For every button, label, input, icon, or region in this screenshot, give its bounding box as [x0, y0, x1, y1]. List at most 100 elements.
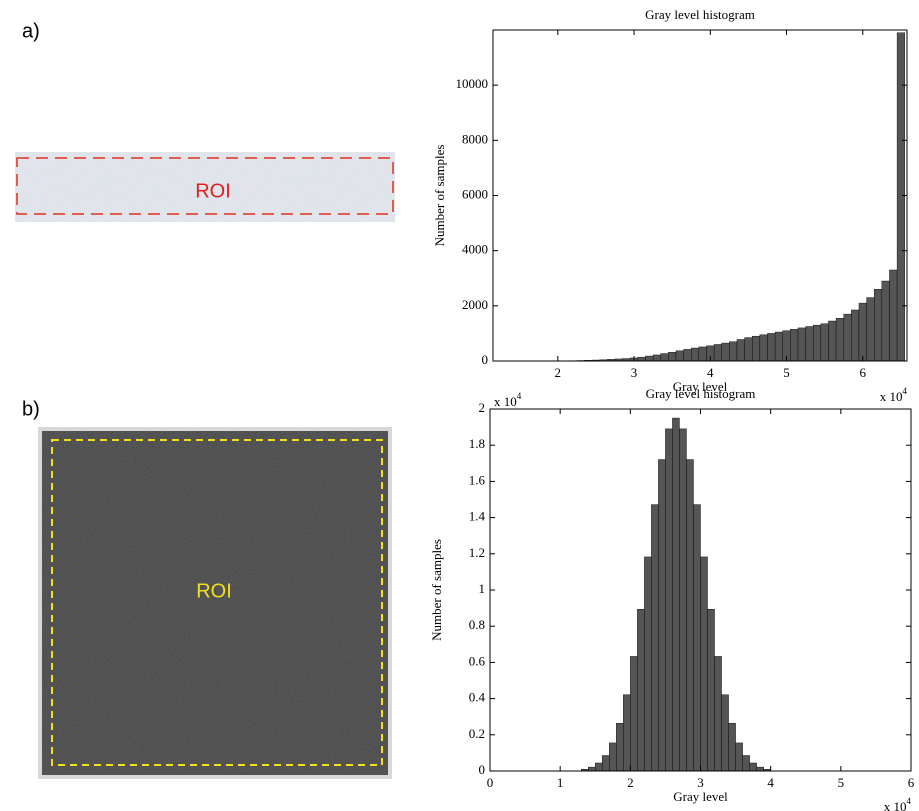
x-tick-label: 6 [860, 365, 867, 380]
x-axis-label: Gray level [673, 379, 728, 394]
histogram-bar [843, 313, 852, 362]
histogram-bar [652, 354, 661, 362]
histogram-bar [630, 656, 638, 772]
y-tick-label: 10000 [456, 76, 489, 91]
roi-label: ROI [196, 580, 232, 602]
y-tick-label: 1.8 [469, 436, 485, 451]
histogram-bar [742, 755, 750, 772]
histogram-bar [658, 459, 666, 772]
histogram-bar [813, 324, 822, 362]
x-tick-label: 2 [555, 365, 562, 380]
x-tick-label: 5 [838, 775, 845, 790]
histogram-bar [767, 333, 776, 362]
histogram-bar [675, 350, 684, 362]
multiplier-base: x 10 [494, 394, 517, 409]
axis-multiplier: x 104 [880, 386, 908, 404]
histogram-bar [797, 327, 806, 362]
y-tick-label: 2000 [462, 297, 488, 312]
histogram-bar [683, 349, 692, 362]
y-tick-label: 6000 [462, 186, 488, 201]
y-tick-label: 0.6 [469, 653, 486, 668]
histogram-bar [828, 320, 837, 362]
histogram-bar [896, 32, 905, 362]
axis-multiplier: x 104 [884, 796, 912, 811]
y-tick-label: 0.8 [469, 617, 485, 632]
x-tick-label: 1 [557, 775, 564, 790]
histogram-bar [660, 353, 669, 362]
histogram-bar [645, 355, 654, 362]
y-tick-label: 4000 [462, 242, 488, 257]
y-tick-label: 2 [479, 400, 486, 415]
histogram-bar [588, 766, 596, 772]
y-tick-label: 1.2 [469, 545, 485, 560]
histogram-bar [820, 323, 829, 362]
y-tick-label: 0 [482, 352, 489, 367]
x-tick-label: 4 [707, 365, 714, 380]
histogram-bar [736, 339, 745, 362]
histogram-bar [668, 351, 677, 362]
histogram-bar [729, 341, 738, 362]
histogram-bar [714, 656, 722, 772]
histogram-bar [686, 459, 694, 772]
y-tick-label: 0 [479, 762, 486, 777]
histogram-bar [735, 742, 743, 772]
histogram-bar [835, 318, 844, 362]
histogram-bar [672, 417, 680, 772]
histogram-bar [749, 762, 757, 772]
histogram-bar [721, 342, 730, 362]
x-axis-label: Gray level [673, 789, 728, 804]
multiplier-exponent: 4 [517, 391, 522, 401]
y-tick-label: 1.6 [469, 472, 486, 487]
multiplier-exponent: 4 [903, 386, 908, 396]
chart-title: Gray level histogram [646, 386, 756, 401]
histogram-bar [774, 331, 783, 362]
histogram-bar [881, 280, 890, 362]
texture [42, 431, 388, 775]
histogram-bar [851, 309, 860, 362]
histogram-bar [721, 694, 729, 772]
histogram-bar [874, 289, 883, 362]
histogram-bar [744, 337, 753, 362]
histogram-bar [637, 356, 646, 362]
histogram-bar [693, 504, 701, 772]
histogram-bar [609, 742, 617, 772]
histogram-bar [805, 326, 814, 362]
histogram-bar [759, 334, 768, 362]
y-tick-label: 8000 [462, 131, 488, 146]
histogram-bar [700, 556, 708, 772]
x-tick-label: 4 [767, 775, 774, 790]
panel-label: b) [22, 398, 40, 420]
x-tick-label: 0 [487, 775, 494, 790]
roi-box [16, 157, 394, 215]
y-tick-label: 0.2 [469, 726, 485, 741]
histogram-bar [866, 297, 875, 362]
histogram-bar [679, 428, 687, 772]
y-tick-label: 1 [479, 581, 486, 596]
histogram-bar [595, 762, 603, 772]
x-tick-label: 5 [783, 365, 790, 380]
y-axis-label: Number of samples [432, 145, 447, 247]
axes-box [492, 29, 908, 362]
histogram-bar [623, 694, 631, 772]
histogram-bar [752, 335, 761, 362]
x-tick-label: 2 [627, 775, 634, 790]
histogram-bar [707, 609, 715, 772]
histogram-bar [651, 504, 659, 772]
histogram-bar [698, 346, 707, 362]
histogram-bar [713, 344, 722, 362]
axis-multiplier: x 104 [494, 391, 522, 409]
y-tick-label: 1.4 [469, 509, 486, 524]
roi-label: ROI [195, 180, 231, 202]
histogram-bar [756, 766, 764, 772]
sample-image-b: ROI [38, 427, 392, 779]
histogram-bar [728, 723, 736, 772]
histogram-bar [644, 556, 652, 772]
x-tick-label: 3 [697, 775, 704, 790]
chart-title: Gray level histogram [645, 7, 755, 22]
histogram-bar [889, 269, 898, 362]
histogram-bar [691, 347, 700, 362]
y-axis-label: Number of samples [429, 539, 444, 641]
multiplier-base: x 10 [880, 389, 903, 404]
y-tick-label: 0.4 [469, 690, 486, 705]
